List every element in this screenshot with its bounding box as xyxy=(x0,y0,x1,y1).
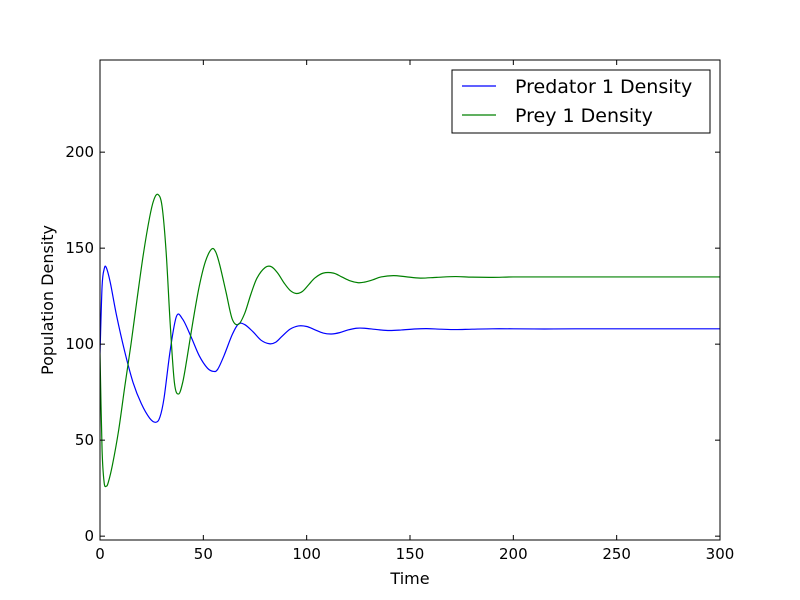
x-tick-label: 200 xyxy=(499,545,528,563)
x-axis-title: Time xyxy=(389,569,429,588)
y-tick-label: 200 xyxy=(65,143,94,161)
legend-label: Prey 1 Density xyxy=(515,105,653,127)
legend-box xyxy=(451,69,711,134)
y-tick-label: 100 xyxy=(65,335,94,353)
x-tick-label: 0 xyxy=(95,545,105,563)
y-tick-label: 50 xyxy=(75,431,94,449)
x-tick-label: 150 xyxy=(396,545,425,563)
y-tick-label: 0 xyxy=(84,527,94,545)
x-axis: 0 50 100 150 200 250 300 xyxy=(95,60,734,563)
series-line-predator-1 xyxy=(100,265,720,423)
x-tick-label: 100 xyxy=(292,545,321,563)
y-axis: 0 50 100 150 200 xyxy=(65,143,720,545)
legend: Predator 1 Density Prey 1 Density xyxy=(451,69,711,134)
x-tick-label: 250 xyxy=(602,545,631,563)
x-tick-label: 50 xyxy=(194,545,213,563)
x-tick-label: 300 xyxy=(706,545,735,563)
series-line-prey-1 xyxy=(100,193,720,488)
y-axis-title: Population Density xyxy=(38,225,57,375)
y-tick-label: 150 xyxy=(65,239,94,257)
plot-lines xyxy=(100,193,720,488)
legend-label: Predator 1 Density xyxy=(515,76,692,98)
